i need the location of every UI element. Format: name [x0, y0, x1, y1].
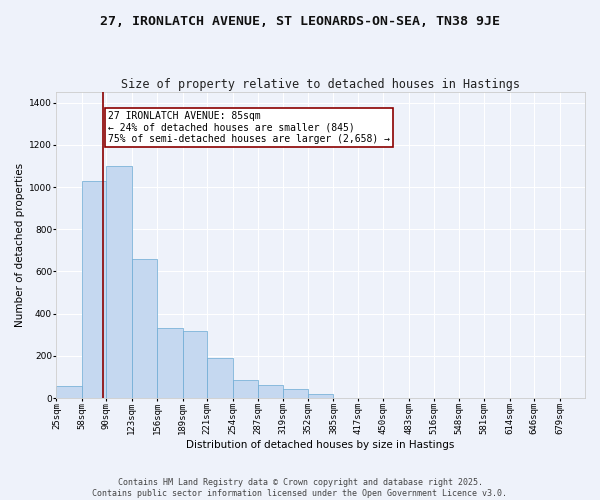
Bar [132, 259, 157, 398]
Text: 27, IRONLATCH AVENUE, ST LEONARDS-ON-SEA, TN38 9JE: 27, IRONLATCH AVENUE, ST LEONARDS-ON-SEA… [100, 15, 500, 28]
Title: Size of property relative to detached houses in Hastings: Size of property relative to detached ho… [121, 78, 520, 91]
Bar [308, 394, 334, 398]
Bar [283, 388, 308, 398]
Bar [82, 181, 106, 398]
Bar [56, 386, 82, 398]
Y-axis label: Number of detached properties: Number of detached properties [15, 163, 25, 327]
Text: Contains HM Land Registry data © Crown copyright and database right 2025.
Contai: Contains HM Land Registry data © Crown c… [92, 478, 508, 498]
Bar [182, 330, 207, 398]
X-axis label: Distribution of detached houses by size in Hastings: Distribution of detached houses by size … [187, 440, 455, 450]
Bar [157, 328, 182, 398]
Bar [233, 380, 258, 398]
Bar [258, 386, 283, 398]
Bar [207, 358, 233, 398]
Bar [106, 166, 132, 398]
Text: 27 IRONLATCH AVENUE: 85sqm
← 24% of detached houses are smaller (845)
75% of sem: 27 IRONLATCH AVENUE: 85sqm ← 24% of deta… [108, 111, 390, 144]
